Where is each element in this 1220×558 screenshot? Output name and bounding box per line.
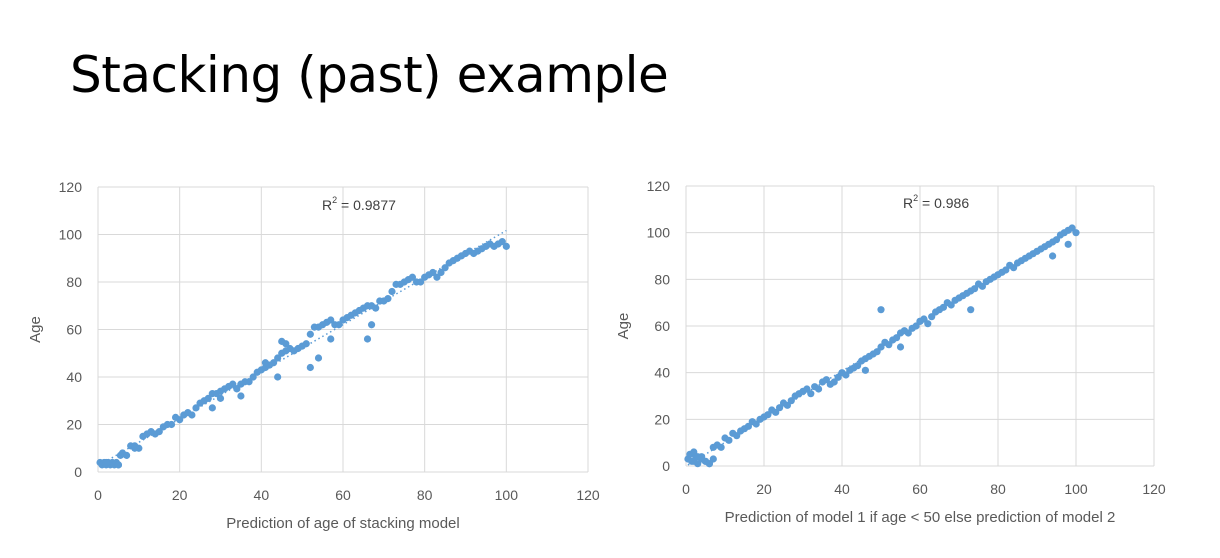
y-tick-label: 40: [66, 369, 82, 385]
y-tick-label: 20: [66, 417, 82, 433]
y-axis-title: Age: [615, 313, 632, 340]
data-point: [176, 416, 184, 424]
data-point: [192, 404, 200, 412]
data-point: [282, 340, 290, 348]
r-squared-label: R2 = 0.986: [903, 193, 969, 211]
x-axis-title: Prediction of age of stacking model: [226, 515, 459, 532]
y-tick-label: 120: [59, 179, 83, 195]
data-point: [306, 330, 314, 338]
data-point: [694, 453, 702, 461]
x-tick-label: 60: [335, 487, 351, 503]
data-point: [208, 404, 216, 412]
data-point: [155, 428, 163, 436]
data-point: [408, 273, 417, 281]
x-tick-label: 100: [1064, 481, 1088, 497]
data-point: [327, 316, 335, 324]
data-point: [372, 304, 380, 312]
data-point: [216, 394, 225, 402]
data-point: [916, 317, 924, 325]
data-point: [815, 385, 823, 393]
data-point: [725, 436, 733, 444]
data-point: [302, 340, 310, 348]
data-point: [861, 366, 870, 374]
data-point: [122, 451, 131, 459]
data-point: [502, 242, 510, 250]
x-tick-label: 40: [254, 487, 270, 503]
y-tick-label: 20: [654, 411, 670, 427]
data-point: [269, 359, 278, 367]
chart-model-switch: 0 20 40 60 80 100 120 0 20 40 60 80 100 120 Prediction…: [615, 178, 1166, 526]
y-tick-label: 120: [647, 178, 671, 194]
x-tick-label: 80: [417, 487, 433, 503]
data-point: [188, 411, 196, 419]
x-tick-label: 100: [495, 487, 519, 503]
data-point: [416, 278, 425, 286]
y-tick-label: 80: [654, 271, 670, 287]
y-tick-label: 0: [74, 464, 82, 480]
r-squared-label: R2 = 0.9877: [322, 195, 396, 213]
data-point: [114, 461, 123, 469]
data-point: [335, 321, 343, 329]
y-tick-label: 60: [66, 322, 82, 338]
data-point: [367, 321, 376, 329]
data-point: [229, 380, 237, 388]
data-point: [441, 264, 449, 272]
data-point: [167, 420, 176, 429]
data-point: [807, 390, 815, 398]
y-tick-label: 0: [662, 458, 670, 474]
data-point: [437, 268, 445, 277]
x-tick-label: 120: [576, 487, 600, 503]
data-point: [314, 354, 323, 362]
data-point: [388, 287, 396, 296]
x-tick-label: 0: [682, 481, 690, 497]
data-point: [896, 343, 905, 351]
data-point: [245, 378, 253, 386]
data-point: [204, 394, 212, 402]
data-point: [1049, 252, 1057, 260]
data-point: [1072, 229, 1080, 237]
data-point: [924, 320, 932, 328]
x-tick-label: 60: [912, 481, 928, 497]
y-tick-label: 80: [66, 274, 82, 290]
x-tick-label: 120: [1142, 481, 1166, 497]
data-point: [709, 455, 717, 463]
data-point: [233, 385, 241, 393]
data-point: [433, 273, 441, 281]
x-tick-label: 20: [756, 481, 772, 497]
data-point: [877, 306, 885, 314]
data-point: [327, 335, 335, 343]
y-tick-label: 100: [647, 225, 671, 241]
y-tick-label: 40: [654, 365, 670, 381]
y-axis-title: Age: [27, 316, 44, 343]
data-point: [717, 443, 725, 451]
data-point: [429, 268, 437, 277]
data-point: [363, 335, 372, 343]
data-point: [274, 373, 282, 381]
data-point: [131, 442, 139, 450]
data-point: [102, 458, 110, 467]
data-point: [498, 238, 506, 246]
data-point: [249, 373, 257, 381]
y-tick-label: 100: [59, 227, 83, 243]
data-point: [237, 392, 245, 400]
chart-stacking-model: 0 20 40 60 80 100 120 0 20 40 60 80 100 120 Prediction…: [27, 179, 600, 532]
x-tick-label: 80: [990, 481, 1006, 497]
data-point: [701, 457, 710, 465]
x-tick-label: 0: [94, 487, 102, 503]
slide-title: Stacking (past) example: [70, 46, 669, 104]
x-tick-label: 40: [834, 481, 850, 497]
data-point: [1064, 240, 1072, 248]
data-point: [274, 354, 282, 362]
data-point: [261, 359, 270, 367]
data-point: [967, 306, 975, 314]
data-point: [384, 295, 392, 303]
x-tick-label: 20: [172, 487, 188, 503]
x-axis-title: Prediction of model 1 if age < 50 else p…: [725, 509, 1116, 526]
y-tick-label: 60: [654, 318, 670, 334]
data-point: [306, 363, 314, 372]
